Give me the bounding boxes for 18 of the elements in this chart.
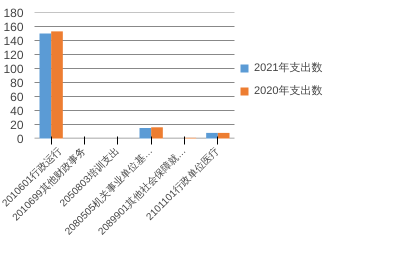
- y-tick-label: 20: [10, 118, 24, 132]
- y-tick-label: 80: [10, 76, 24, 90]
- legend-label: 2021年支出数: [254, 61, 322, 75]
- bar: [140, 128, 152, 138]
- y-tick-label: 120: [3, 48, 24, 62]
- bar: [218, 132, 230, 138]
- legend-label: 2020年支出数: [254, 84, 322, 98]
- bar: [40, 34, 52, 138]
- y-tick-label: 40: [10, 104, 24, 118]
- y-tick-label: 140: [3, 34, 24, 48]
- bar: [151, 127, 163, 138]
- bar: [51, 31, 63, 138]
- y-tick-label: 0: [16, 132, 24, 146]
- y-tick-label: 160: [3, 20, 24, 34]
- y-tick-label: 60: [10, 90, 24, 104]
- y-tick-label: 180: [3, 6, 24, 20]
- y-tick-label: 100: [3, 62, 24, 76]
- bar: [206, 132, 218, 138]
